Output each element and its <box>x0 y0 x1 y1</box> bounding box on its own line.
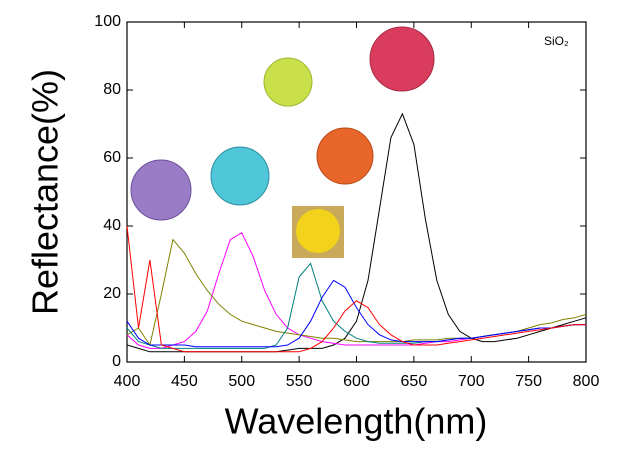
x-tick-label: 400 <box>114 373 141 390</box>
photo-cyan <box>210 146 270 206</box>
y-tick-label: 60 <box>103 149 121 166</box>
y-tick-label: 20 <box>103 285 121 302</box>
x-tick-label: 750 <box>515 373 542 390</box>
spectrum-line <box>126 238 587 347</box>
photo-yellow <box>296 209 340 253</box>
photo-red <box>369 26 435 92</box>
y-tick-label: 40 <box>103 217 121 234</box>
sample-photos <box>130 26 435 258</box>
x-tick-label: 500 <box>228 373 255 390</box>
y-tick-label: 80 <box>103 81 121 98</box>
y-tick-label: 100 <box>94 13 121 30</box>
spectrum-line <box>126 279 586 348</box>
x-tick-label: 800 <box>573 373 600 390</box>
x-tick-label: 600 <box>343 373 370 390</box>
annotation: SiO₂ <box>544 34 569 48</box>
spectrum-line <box>126 262 586 349</box>
photo-violet <box>130 159 192 221</box>
plot-frame <box>126 21 587 363</box>
x-tick-label: 700 <box>458 373 485 390</box>
spectrum-line <box>126 225 586 353</box>
y-tick-label: 0 <box>112 353 121 370</box>
x-tick-label: 650 <box>401 373 428 390</box>
x-tick-label: 450 <box>171 373 198 390</box>
x-axis-label: Wavelength(nm) <box>225 401 488 442</box>
photo-lime <box>263 57 313 107</box>
photo-orange <box>316 127 374 185</box>
x-tick-label: 550 <box>286 373 313 390</box>
y-axis-label: Reflectance(%) <box>25 69 66 315</box>
